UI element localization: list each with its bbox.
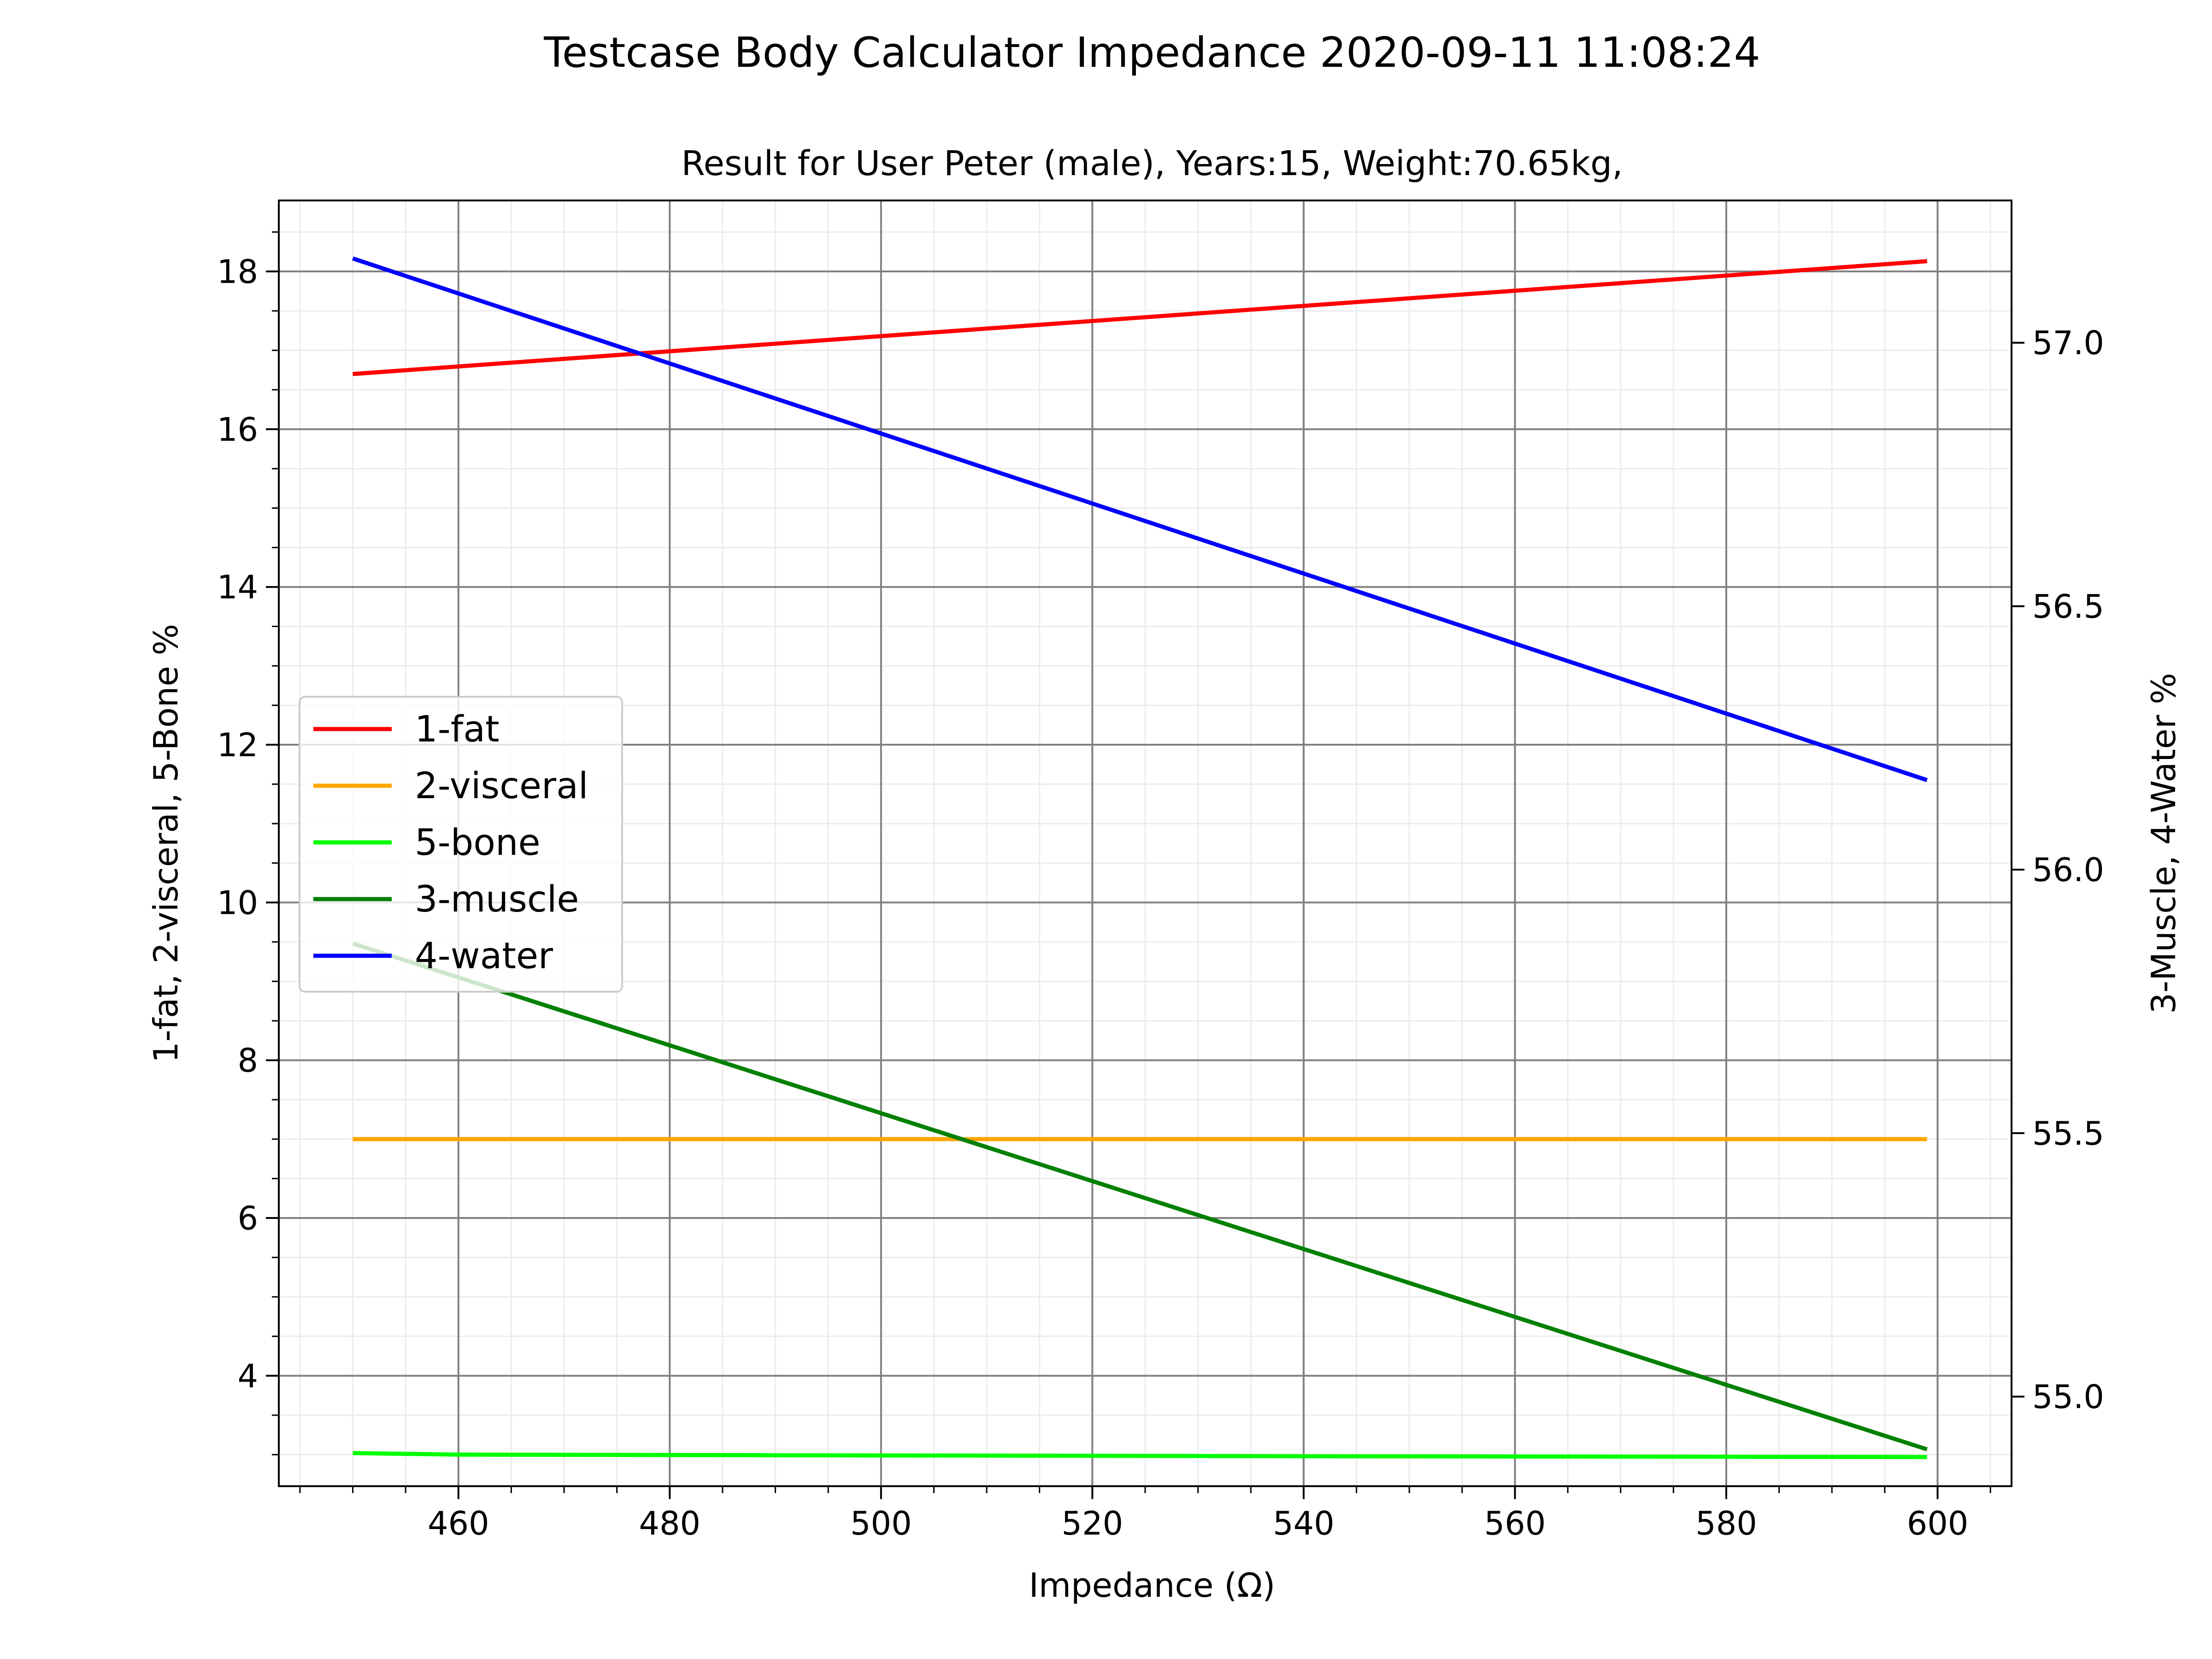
- legend-label-5-bone: 5-bone: [415, 822, 540, 864]
- y-tick-label-right: 55.0: [2032, 1378, 2104, 1416]
- y-tick-label-right: 56.0: [2032, 851, 2104, 889]
- x-tick-label: 560: [1484, 1505, 1546, 1542]
- legend-label-4-water: 4-water: [415, 935, 553, 977]
- x-tick-label: 600: [1907, 1505, 1969, 1542]
- x-tick-label: 580: [1695, 1505, 1757, 1542]
- y-tick-label-left: 6: [237, 1200, 258, 1237]
- legend-box: [299, 696, 623, 993]
- y-axis-label-right: 3-Muscle, 4-Water %: [2144, 673, 2183, 1014]
- x-tick-label: 520: [1062, 1505, 1124, 1542]
- legend: 1-fat 2-visceral 5-bone 3-muscle 4-water: [299, 696, 623, 993]
- plot-area: 460 480 500 520 540 560 580 600 4 6 8 10 12 14 16 18 55.…: [217, 200, 2104, 1542]
- legend-label-1-fat: 1-fat: [415, 709, 500, 750]
- y-tick-label-right: 56.5: [2032, 588, 2104, 625]
- legend-label-3-muscle: 3-muscle: [415, 879, 579, 920]
- chart-title: Result for User Peter (male), Years:15, …: [681, 144, 1623, 183]
- x-tick-label: 500: [850, 1505, 912, 1542]
- y-tick-label-left: 16: [217, 411, 258, 448]
- x-axis-label: Impedance (Ω): [1029, 1566, 1276, 1605]
- x-tick-label: 540: [1273, 1505, 1335, 1542]
- y-tick-label-left: 18: [217, 253, 258, 291]
- legend-label-2-visceral: 2-visceral: [415, 765, 588, 807]
- series-line-5-bone: [353, 1451, 1927, 1459]
- y-axis-label-left: 1-fat, 2-visceral, 5-Bone %: [147, 624, 185, 1063]
- y-tick-label-left: 12: [217, 726, 258, 764]
- y-tick-label-left: 10: [217, 884, 258, 922]
- series-line-3-muscle: [352, 941, 1928, 1452]
- y-tick-label-left: 14: [217, 569, 258, 606]
- series-line-1-fat: [353, 259, 1927, 377]
- y-tick-label-left: 4: [237, 1357, 258, 1395]
- chart-suptitle: Testcase Body Calculator Impedance 2020-…: [543, 29, 1760, 77]
- series-line-4-water: [352, 256, 1928, 782]
- y-tick-label-right: 55.5: [2032, 1115, 2104, 1153]
- y-tick-label-left: 8: [237, 1042, 258, 1080]
- y-tick-label-right: 57.0: [2032, 324, 2104, 362]
- x-tick-label: 460: [428, 1505, 489, 1542]
- x-tick-label: 480: [639, 1505, 700, 1542]
